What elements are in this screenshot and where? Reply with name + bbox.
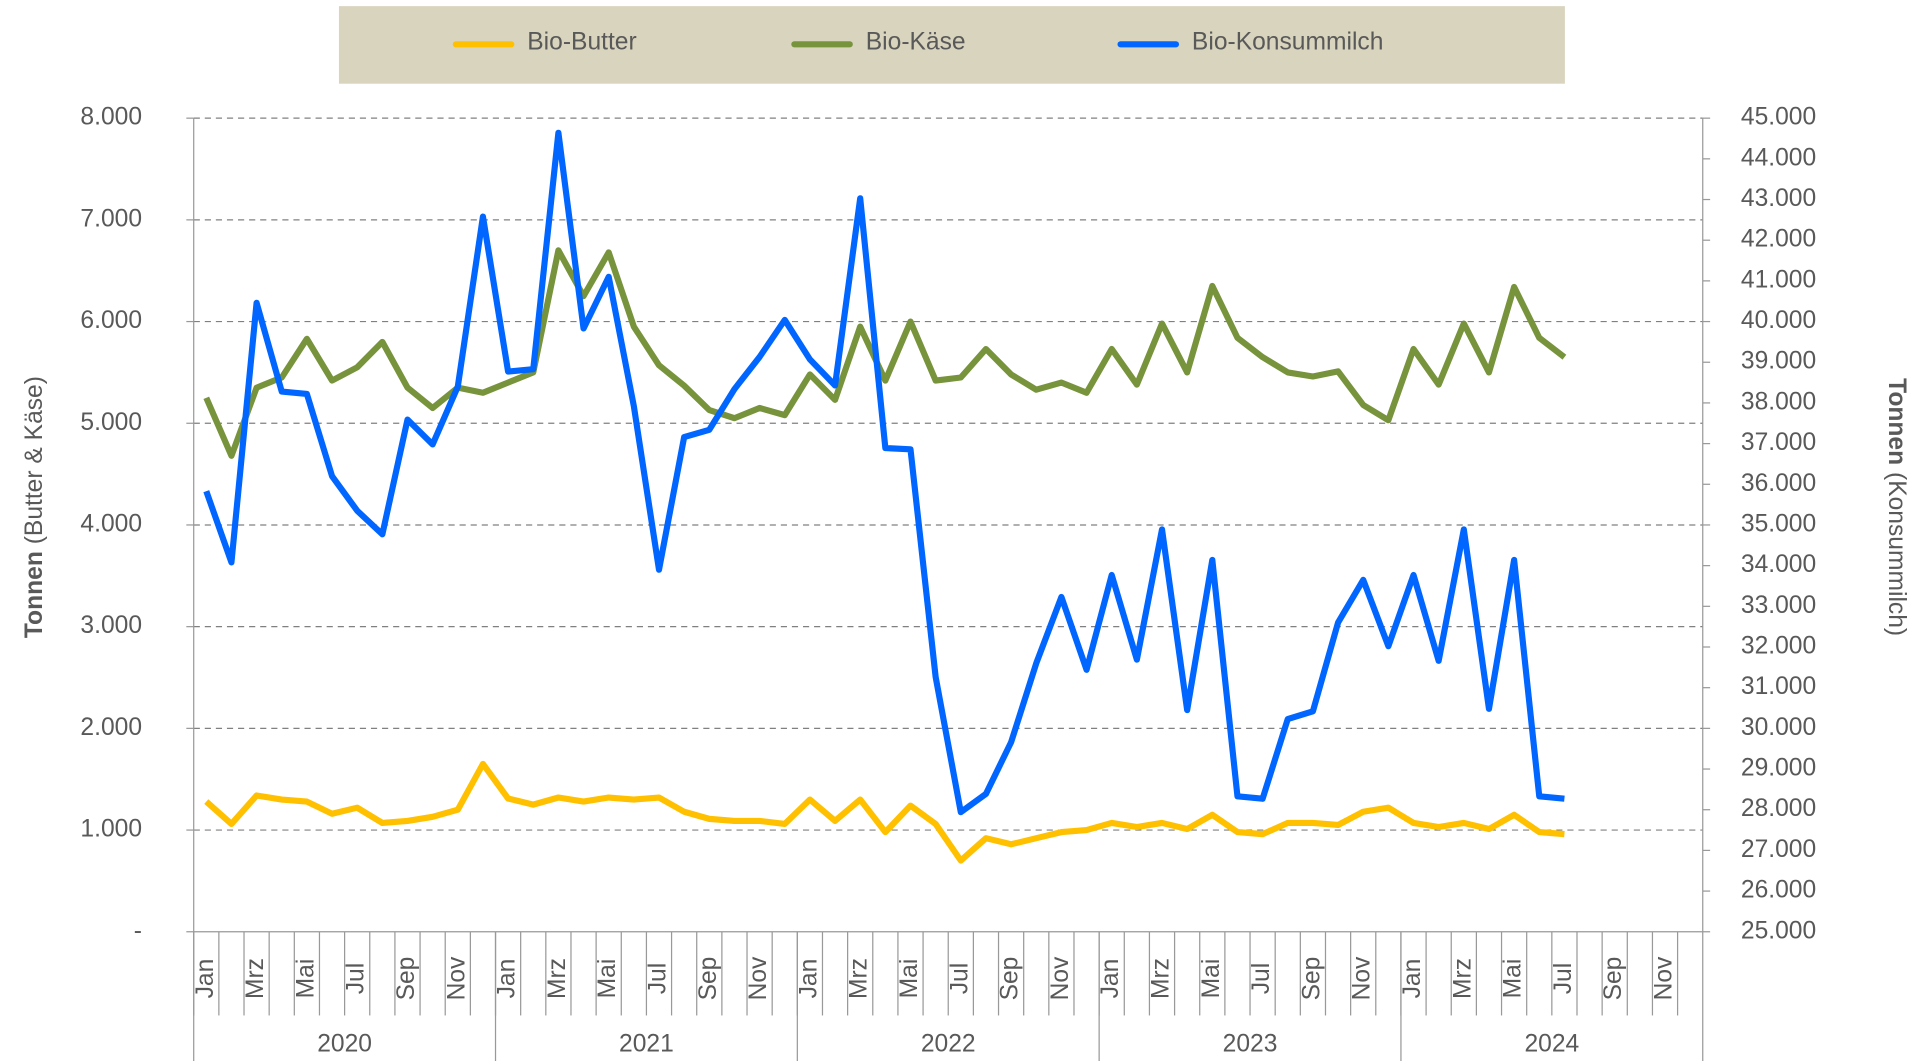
x-tick-label: Mrz <box>846 958 873 999</box>
x-tick-label: Sep <box>997 957 1024 1001</box>
y-tick-label: 6.000 <box>80 307 142 334</box>
y-tick-label: 3.000 <box>80 612 142 639</box>
x-tick-label: Mai <box>292 959 319 999</box>
y2-tick-label: 28.000 <box>1741 795 1816 822</box>
y2-tick-label: 37.000 <box>1741 429 1816 456</box>
x-tick-label: Mai <box>1500 959 1527 999</box>
x-tick-label: Jan <box>795 959 822 999</box>
x-tick-label: Mrz <box>544 958 571 999</box>
x-tick-label: Mai <box>896 959 923 999</box>
legend-label: Bio-Käse <box>866 29 966 56</box>
x-tick-label: Jul <box>946 963 973 994</box>
y-tick-label: - <box>134 917 142 944</box>
y2-tick-label: 34.000 <box>1741 551 1816 578</box>
x-tick-label: Mrz <box>1148 958 1175 999</box>
y2-tick-label: 41.000 <box>1741 266 1816 293</box>
x-tick-label: Mrz <box>242 958 269 999</box>
x-tick-label: Sep <box>695 957 722 1001</box>
y2-tick-label: 42.000 <box>1741 226 1816 253</box>
x-tick-label: Jan <box>1097 959 1124 999</box>
y2-tick-label: 36.000 <box>1741 470 1816 497</box>
y2-tick-label: 39.000 <box>1741 348 1816 375</box>
x-tick-label: Jul <box>1248 963 1275 994</box>
y2-tick-label: 27.000 <box>1741 836 1816 863</box>
y2-tick-label: 25.000 <box>1741 917 1816 944</box>
y2-tick-label: 40.000 <box>1741 307 1816 334</box>
x-tick-label: Jul <box>644 963 671 994</box>
x-group-label: 2023 <box>1223 1030 1278 1057</box>
x-tick-label: Jan <box>1399 959 1426 999</box>
y2-tick-label: 26.000 <box>1741 877 1816 904</box>
y2-tick-label: 45.000 <box>1741 104 1816 131</box>
y2-tick-label: 44.000 <box>1741 144 1816 171</box>
x-tick-label: Jul <box>1550 963 1577 994</box>
x-group-label: 2021 <box>619 1030 674 1057</box>
x-tick-label: Mai <box>1198 959 1225 999</box>
series-line <box>204 760 1565 864</box>
x-tick-label: Nov <box>1349 956 1376 1000</box>
y2-tick-label: 29.000 <box>1741 755 1816 782</box>
y-tick-label: 1.000 <box>80 816 142 843</box>
x-group-label: 2024 <box>1524 1030 1579 1057</box>
x-tick-label: Jan <box>494 959 521 999</box>
x-group-label: 2020 <box>317 1030 372 1057</box>
y2-tick-label: 35.000 <box>1741 510 1816 537</box>
x-tick-label: Nov <box>745 956 772 1000</box>
y-tick-label: 5.000 <box>80 409 142 436</box>
x-tick-label: Nov <box>1047 956 1074 1000</box>
x-tick-label: Nov <box>1651 956 1678 1000</box>
legend-label: Bio-Butter <box>527 29 636 56</box>
series-line <box>203 129 1565 816</box>
x-tick-label: Mai <box>594 959 621 999</box>
x-tick-label: Jan <box>192 959 219 999</box>
y-axis-title: Tonnen (Butter & Käse) <box>20 376 47 638</box>
x-tick-label: Mrz <box>1449 958 1476 999</box>
y2-axis-title: Tonnen (Konsummilch) <box>1883 378 1910 636</box>
y-tick-label: 4.000 <box>80 510 142 537</box>
legend-box <box>338 6 1565 84</box>
y-tick-label: 2.000 <box>80 714 142 741</box>
y2-tick-label: 38.000 <box>1741 388 1816 415</box>
y-tick-label: 7.000 <box>80 205 142 232</box>
y-tick-label: 8.000 <box>80 104 142 131</box>
series-line <box>203 247 1567 459</box>
x-tick-label: Sep <box>393 957 420 1001</box>
x-tick-label: Nov <box>443 956 470 1000</box>
y2-tick-label: 33.000 <box>1741 592 1816 619</box>
y2-tick-label: 43.000 <box>1741 185 1816 212</box>
x-tick-label: Sep <box>1298 957 1325 1001</box>
y2-tick-label: 32.000 <box>1741 633 1816 660</box>
y2-tick-label: 31.000 <box>1741 673 1816 700</box>
x-group-label: 2022 <box>921 1030 976 1057</box>
legend-label: Bio-Konsummilch <box>1192 29 1383 56</box>
y2-tick-label: 30.000 <box>1741 714 1816 741</box>
x-tick-label: Sep <box>1600 957 1627 1001</box>
x-tick-label: Jul <box>343 963 370 994</box>
